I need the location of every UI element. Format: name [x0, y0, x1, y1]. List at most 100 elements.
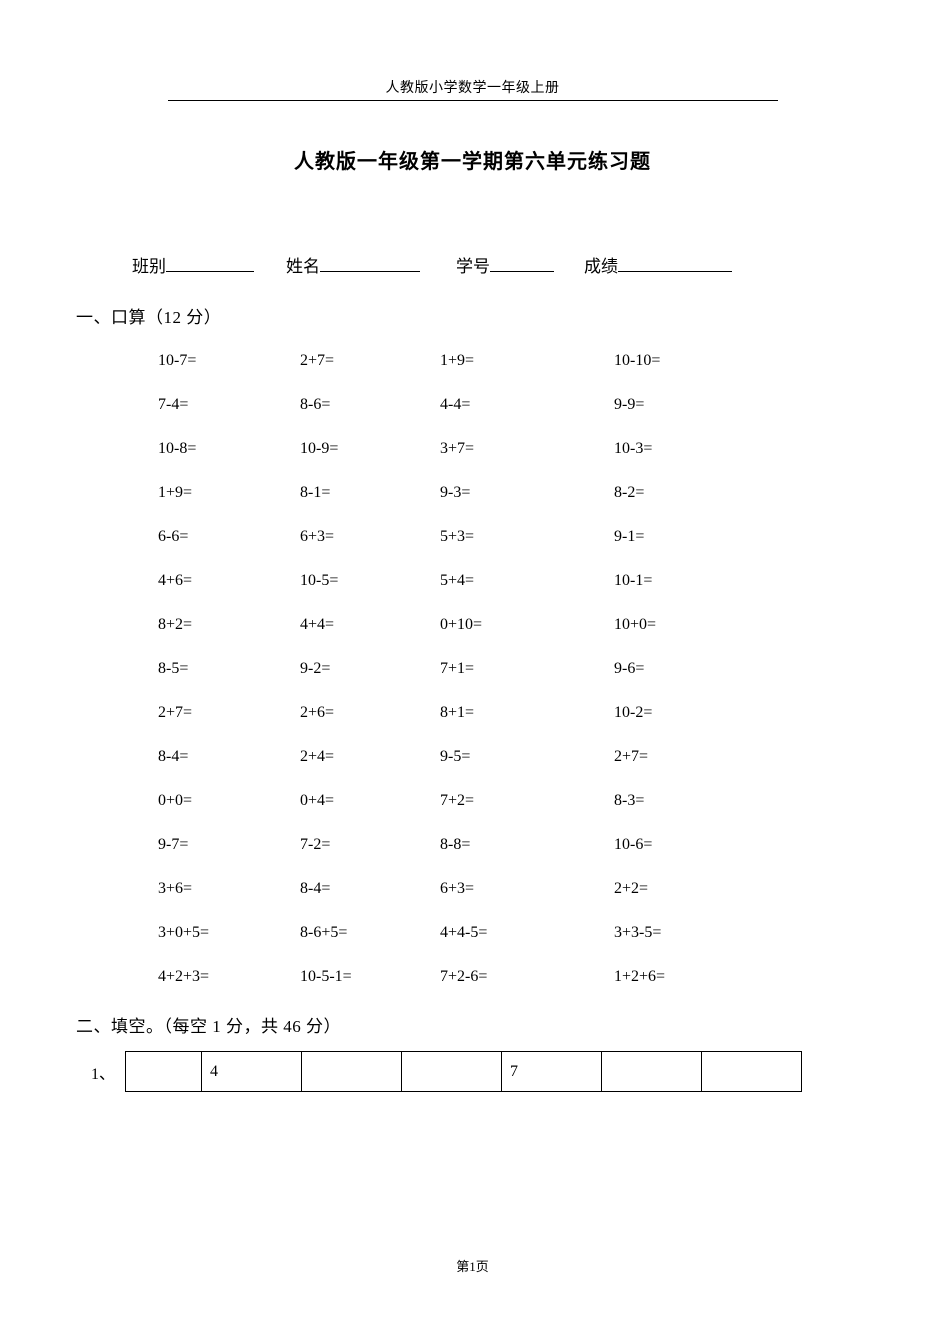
name-label: 姓名 — [286, 252, 320, 277]
problem-cell: 10-6= — [614, 836, 774, 854]
problem-cell: 0+4= — [300, 792, 440, 810]
problem-cell: 8+1= — [440, 704, 614, 722]
header-underline — [168, 100, 778, 101]
page-header: 人教版小学数学一年级上册 — [0, 0, 945, 101]
problem-cell: 4+4-5= — [440, 924, 614, 942]
problem-cell: 5+4= — [440, 572, 614, 590]
q1-cell[interactable] — [302, 1052, 402, 1092]
score-label: 成绩 — [584, 252, 618, 277]
problem-cell: 2+6= — [300, 704, 440, 722]
problem-cell: 5+3= — [440, 528, 614, 546]
q1-cell[interactable] — [702, 1052, 802, 1092]
problem-cell: 8-8= — [440, 836, 614, 854]
problem-cell: 7+2= — [440, 792, 614, 810]
problem-cell: 3+6= — [158, 880, 300, 898]
problem-cell: 9-3= — [440, 484, 614, 502]
problem-cell: 8-3= — [614, 792, 774, 810]
problems-row: 3+6=8-4=6+3=2+2= — [158, 880, 945, 898]
question-1-row: 1、 47 — [0, 1051, 945, 1092]
class-label: 班别 — [132, 252, 166, 277]
problems-row: 0+0=0+4=7+2=8-3= — [158, 792, 945, 810]
problem-cell: 6-6= — [158, 528, 300, 546]
problems-row: 8-5=9-2=7+1=9-6= — [158, 660, 945, 678]
problem-cell: 7-2= — [300, 836, 440, 854]
q1-cell[interactable]: 7 — [502, 1052, 602, 1092]
problems-row: 7-4=8-6=4-4=9-9= — [158, 396, 945, 414]
problem-cell: 10-2= — [614, 704, 774, 722]
problem-cell: 8+2= — [158, 616, 300, 634]
q1-cell[interactable]: 4 — [202, 1052, 302, 1092]
problem-cell: 10-10= — [614, 352, 774, 370]
problem-cell: 2+7= — [614, 748, 774, 766]
problem-cell: 10-1= — [614, 572, 774, 590]
problems-row: 9-7=7-2=8-8=10-6= — [158, 836, 945, 854]
problem-cell: 1+9= — [158, 484, 300, 502]
problem-cell: 3+3-5= — [614, 924, 774, 942]
problem-cell: 4+2+3= — [158, 968, 300, 986]
problems-row: 4+2+3=10-5-1=7+2-6=1+2+6= — [158, 968, 945, 986]
q1-table: 47 — [125, 1051, 802, 1092]
problem-cell: 8-6= — [300, 396, 440, 414]
problem-cell: 4-4= — [440, 396, 614, 414]
problems-row: 8+2=4+4=0+10=10+0= — [158, 616, 945, 634]
problem-cell: 9-7= — [158, 836, 300, 854]
problem-cell: 6+3= — [440, 880, 614, 898]
id-label: 学号 — [456, 252, 490, 277]
problem-cell: 10-5-1= — [300, 968, 440, 986]
problems-row: 1+9=8-1=9-3=8-2= — [158, 484, 945, 502]
problem-cell: 2+7= — [158, 704, 300, 722]
problem-cell: 9-9= — [614, 396, 774, 414]
problem-cell: 10-7= — [158, 352, 300, 370]
q1-label: 1、 — [91, 1060, 115, 1084]
problem-cell: 8-4= — [300, 880, 440, 898]
class-blank[interactable] — [166, 254, 254, 272]
problem-cell: 9-6= — [614, 660, 774, 678]
problem-cell: 2+2= — [614, 880, 774, 898]
problems-row: 6-6=6+3=5+3=9-1= — [158, 528, 945, 546]
problem-cell: 4+4= — [300, 616, 440, 634]
problem-cell: 4+6= — [158, 572, 300, 590]
section1-title: 一、口算（12 分） — [0, 303, 945, 328]
q1-cell[interactable] — [126, 1052, 202, 1092]
problem-cell: 3+0+5= — [158, 924, 300, 942]
student-info-line: 班别 姓名 学号 成绩 — [0, 252, 945, 277]
problem-cell: 0+10= — [440, 616, 614, 634]
problem-cell: 8-5= — [158, 660, 300, 678]
header-text: 人教版小学数学一年级上册 — [386, 81, 560, 96]
q1-cell[interactable] — [602, 1052, 702, 1092]
problem-cell: 7-4= — [158, 396, 300, 414]
problem-cell: 0+0= — [158, 792, 300, 810]
problems-grid: 10-7=2+7=1+9=10-10=7-4=8-6=4-4=9-9=10-8=… — [0, 352, 945, 986]
problem-cell: 10-9= — [300, 440, 440, 458]
problem-cell: 6+3= — [300, 528, 440, 546]
problem-cell: 1+9= — [440, 352, 614, 370]
problems-row: 10-8=10-9=3+7=10-3= — [158, 440, 945, 458]
problem-cell: 7+1= — [440, 660, 614, 678]
problem-cell: 7+2-6= — [440, 968, 614, 986]
problem-cell: 10-5= — [300, 572, 440, 590]
problem-cell: 10-8= — [158, 440, 300, 458]
problem-cell: 9-2= — [300, 660, 440, 678]
problem-cell: 9-5= — [440, 748, 614, 766]
problem-cell: 8-1= — [300, 484, 440, 502]
score-blank[interactable] — [618, 254, 732, 272]
problem-cell: 1+2+6= — [614, 968, 774, 986]
name-blank[interactable] — [320, 254, 420, 272]
problems-row: 8-4=2+4=9-5=2+7= — [158, 748, 945, 766]
section2-title: 二、填空。（每空 1 分，共 46 分） — [0, 1012, 945, 1037]
problem-cell: 3+7= — [440, 440, 614, 458]
problem-cell: 10+0= — [614, 616, 774, 634]
problems-row: 10-7=2+7=1+9=10-10= — [158, 352, 945, 370]
problems-row: 3+0+5=8-6+5=4+4-5=3+3-5= — [158, 924, 945, 942]
problem-cell: 8-4= — [158, 748, 300, 766]
problem-cell: 10-3= — [614, 440, 774, 458]
problems-row: 2+7=2+6=8+1=10-2= — [158, 704, 945, 722]
q1-cell[interactable] — [402, 1052, 502, 1092]
main-title: 人教版一年级第一学期第六单元练习题 — [0, 145, 945, 174]
page-footer: 第1页 — [0, 1256, 945, 1275]
id-blank[interactable] — [490, 254, 554, 272]
problems-row: 4+6=10-5=5+4=10-1= — [158, 572, 945, 590]
problem-cell: 8-6+5= — [300, 924, 440, 942]
problem-cell: 8-2= — [614, 484, 774, 502]
problem-cell: 2+7= — [300, 352, 440, 370]
